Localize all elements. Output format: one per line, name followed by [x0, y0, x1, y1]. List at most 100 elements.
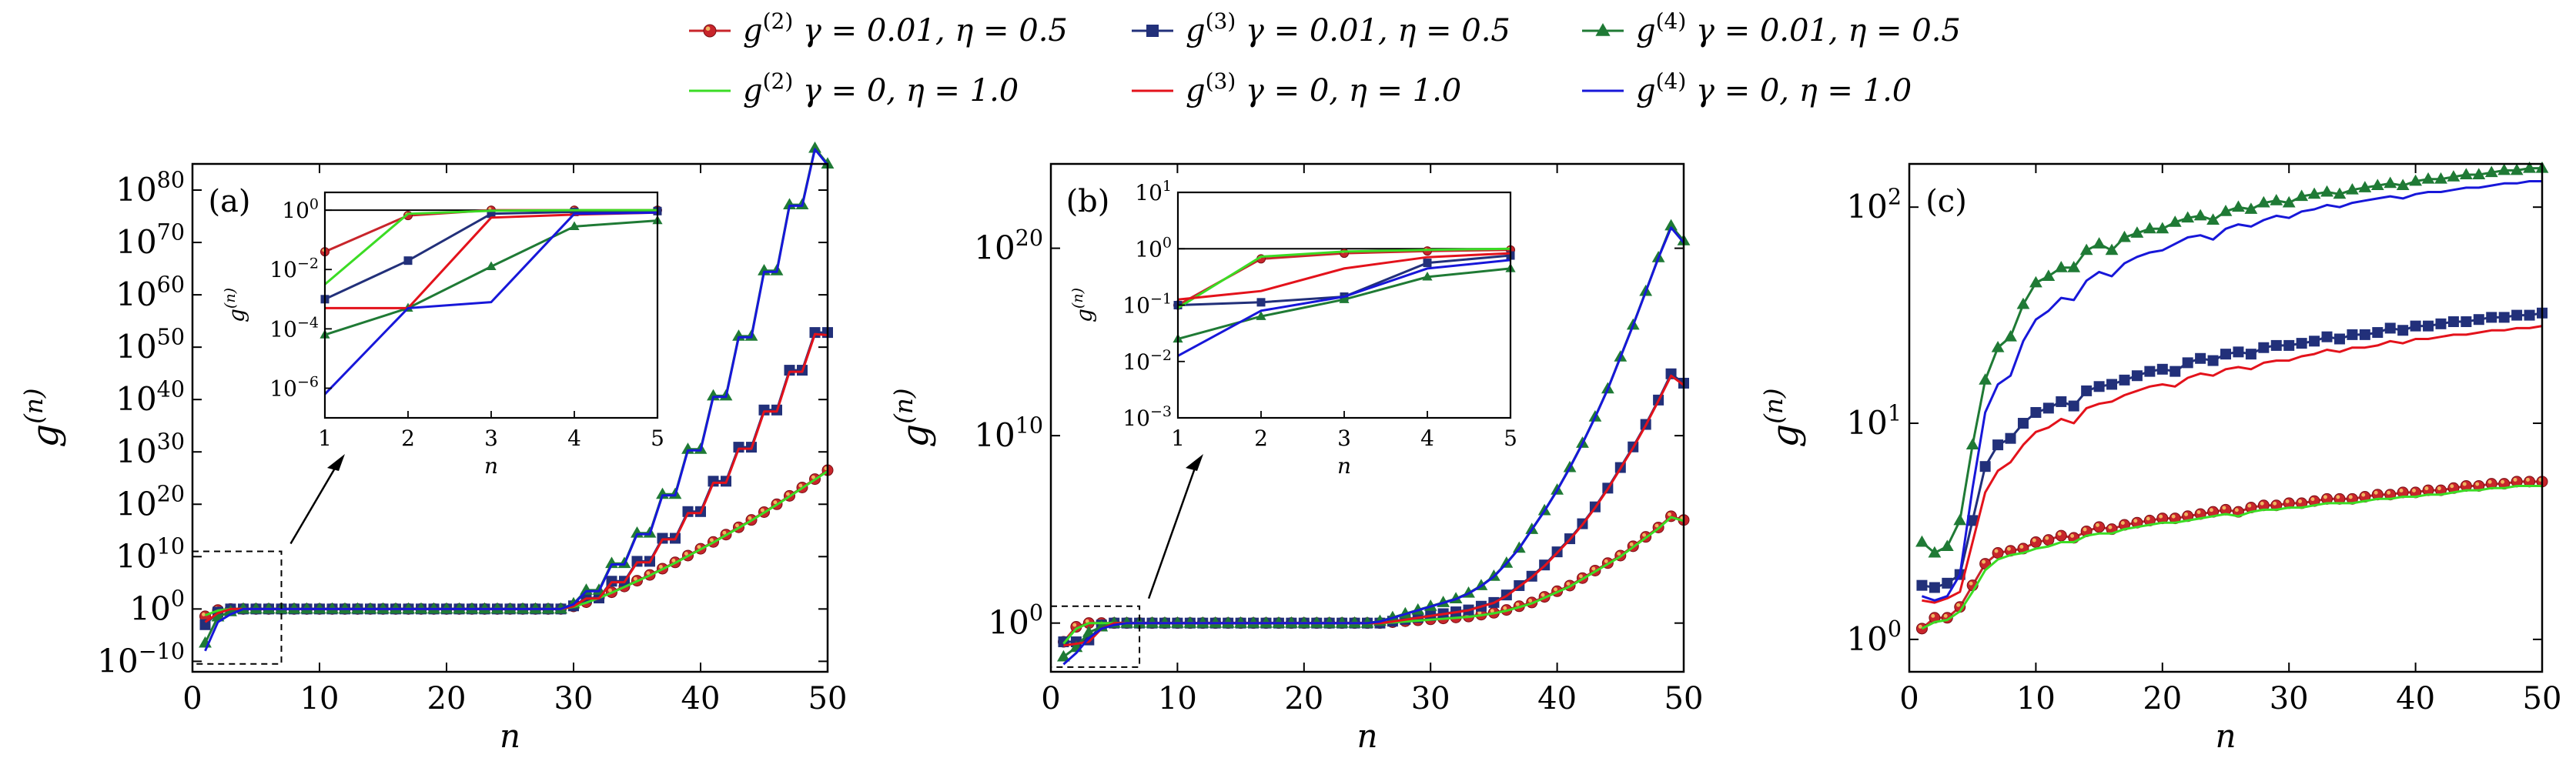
- data-point: [808, 141, 821, 153]
- data-point: [2423, 320, 2434, 332]
- data-point: [2321, 331, 2333, 342]
- data-point: [2257, 195, 2270, 208]
- x-tick-label: 30: [554, 681, 594, 716]
- inset-data-point: [487, 209, 496, 219]
- data-point-highlight: [1654, 523, 1659, 528]
- series-marker-g3: [1916, 307, 2548, 593]
- legend-entry: g(2) γ = 0, η = 1.0: [689, 68, 1019, 109]
- data-point: [2333, 187, 2347, 199]
- x-tick-label: 30: [2270, 681, 2309, 716]
- data-point-highlight: [2323, 495, 2327, 499]
- x-tick-label: 0: [1899, 681, 1919, 716]
- series-line: [1921, 485, 2542, 630]
- y-tick-label: 1010: [974, 412, 1043, 454]
- data-point-highlight: [1931, 613, 1935, 618]
- data-point: [1967, 515, 1979, 526]
- series-line-g2: [1921, 485, 2542, 630]
- data-point: [2295, 189, 2309, 202]
- inset-data-point: [403, 256, 413, 265]
- data-point: [2347, 329, 2358, 340]
- y-tick-label: 101: [1846, 399, 1902, 442]
- data-point: [1664, 219, 1678, 231]
- data-point-highlight: [697, 545, 701, 549]
- data-point: [1942, 577, 1953, 589]
- data-point-highlight: [2374, 490, 2378, 495]
- inset-y-tick-label: 10−1: [1122, 291, 1172, 319]
- data-point-highlight: [2171, 514, 2176, 519]
- data-point: [2346, 182, 2359, 195]
- x-axis-label: n: [500, 717, 520, 755]
- inset-data-point: [486, 261, 497, 271]
- inset-series-line-g2: [1177, 247, 1511, 309]
- data-point-highlight: [1477, 610, 1482, 615]
- zoom-arrow: [1147, 461, 1199, 599]
- data-point: [2144, 366, 2156, 377]
- data-point: [2245, 349, 2257, 360]
- zoom-box: [192, 550, 283, 665]
- data-point: [2067, 261, 2081, 272]
- data-point: [2156, 363, 2168, 375]
- inset-x-axis-label: n: [1337, 453, 1351, 479]
- data-point-highlight: [1578, 574, 1583, 579]
- inset-series-line: [323, 211, 658, 396]
- data-point: [2232, 200, 2245, 212]
- legend-label: g(4) γ = 0.01, η = 0.5: [1636, 8, 1961, 48]
- x-tick-label: 40: [1537, 681, 1577, 716]
- data-point: [2093, 237, 2106, 249]
- inset-data-point: [570, 207, 579, 216]
- data-point: [733, 442, 744, 453]
- inset-y-tick-label: 10−2: [269, 255, 319, 282]
- data-point: [2524, 309, 2535, 321]
- inset-data-point: [1256, 298, 1266, 307]
- data-point: [2434, 172, 2447, 184]
- data-point: [2459, 168, 2473, 179]
- data-point-highlight: [798, 483, 803, 488]
- data-point-highlight: [2019, 545, 2024, 549]
- data-point-highlight: [1072, 623, 1077, 627]
- series-marker-g2: [1915, 476, 2548, 635]
- data-point: [2309, 336, 2320, 347]
- inset-x-tick-label: 4: [1420, 426, 1434, 451]
- inset-y-axis-label: g(n): [1069, 288, 1097, 322]
- data-point: [1928, 546, 1942, 558]
- x-tick-label: 0: [1041, 681, 1060, 716]
- data-point: [2384, 176, 2397, 189]
- data-point: [2081, 385, 2093, 396]
- inset-bg: [325, 192, 657, 418]
- data-point-highlight: [748, 516, 752, 520]
- legend-entry: g(4) γ = 0.01, η = 0.5: [1582, 8, 1961, 48]
- data-point: [1940, 539, 1954, 552]
- data-point-highlight: [1591, 566, 1596, 571]
- data-point-highlight: [671, 558, 676, 563]
- series-line-g4: [1921, 180, 2542, 602]
- data-point-highlight: [2298, 499, 2302, 503]
- data-point: [2093, 381, 2105, 392]
- inset-x-tick-label: 4: [567, 426, 581, 451]
- data-point-highlight: [2006, 546, 2011, 551]
- y-tick-label: 100: [1846, 616, 1902, 658]
- data-point-highlight: [1515, 602, 1520, 606]
- data-point-highlight: [2462, 482, 2467, 486]
- x-tick-label: 10: [1158, 681, 1197, 716]
- x-tick-label: 50: [808, 681, 848, 716]
- data-point-highlight: [2120, 521, 2125, 526]
- legend-label: g(2) γ = 0, η = 1.0: [743, 68, 1019, 109]
- data-point-highlight: [1604, 559, 1608, 563]
- data-point-highlight: [2159, 514, 2163, 519]
- y-tick-label: 1060: [115, 271, 185, 313]
- data-point: [2042, 534, 2055, 546]
- series-marker-g4: [1915, 161, 2549, 558]
- y-axis-label: g(n): [1759, 388, 1807, 447]
- data-point-highlight: [1554, 587, 1557, 592]
- x-tick-label: 20: [1284, 681, 1323, 716]
- data-point-highlight: [201, 612, 206, 616]
- inset-x-tick-label: 2: [401, 426, 415, 451]
- inset-x-tick-label: 1: [1171, 426, 1185, 451]
- series-line-g4: [1062, 226, 1685, 666]
- data-point: [2220, 349, 2231, 360]
- panel-c: 0 10 20 30 40 50 102 101 100 n (c) g(n): [1759, 161, 2561, 755]
- legend-marker: [1146, 25, 1159, 37]
- data-point-highlight: [1617, 552, 1621, 556]
- data-point-highlight: [2361, 493, 2366, 497]
- inset-y-tick-label: 10−4: [269, 315, 319, 342]
